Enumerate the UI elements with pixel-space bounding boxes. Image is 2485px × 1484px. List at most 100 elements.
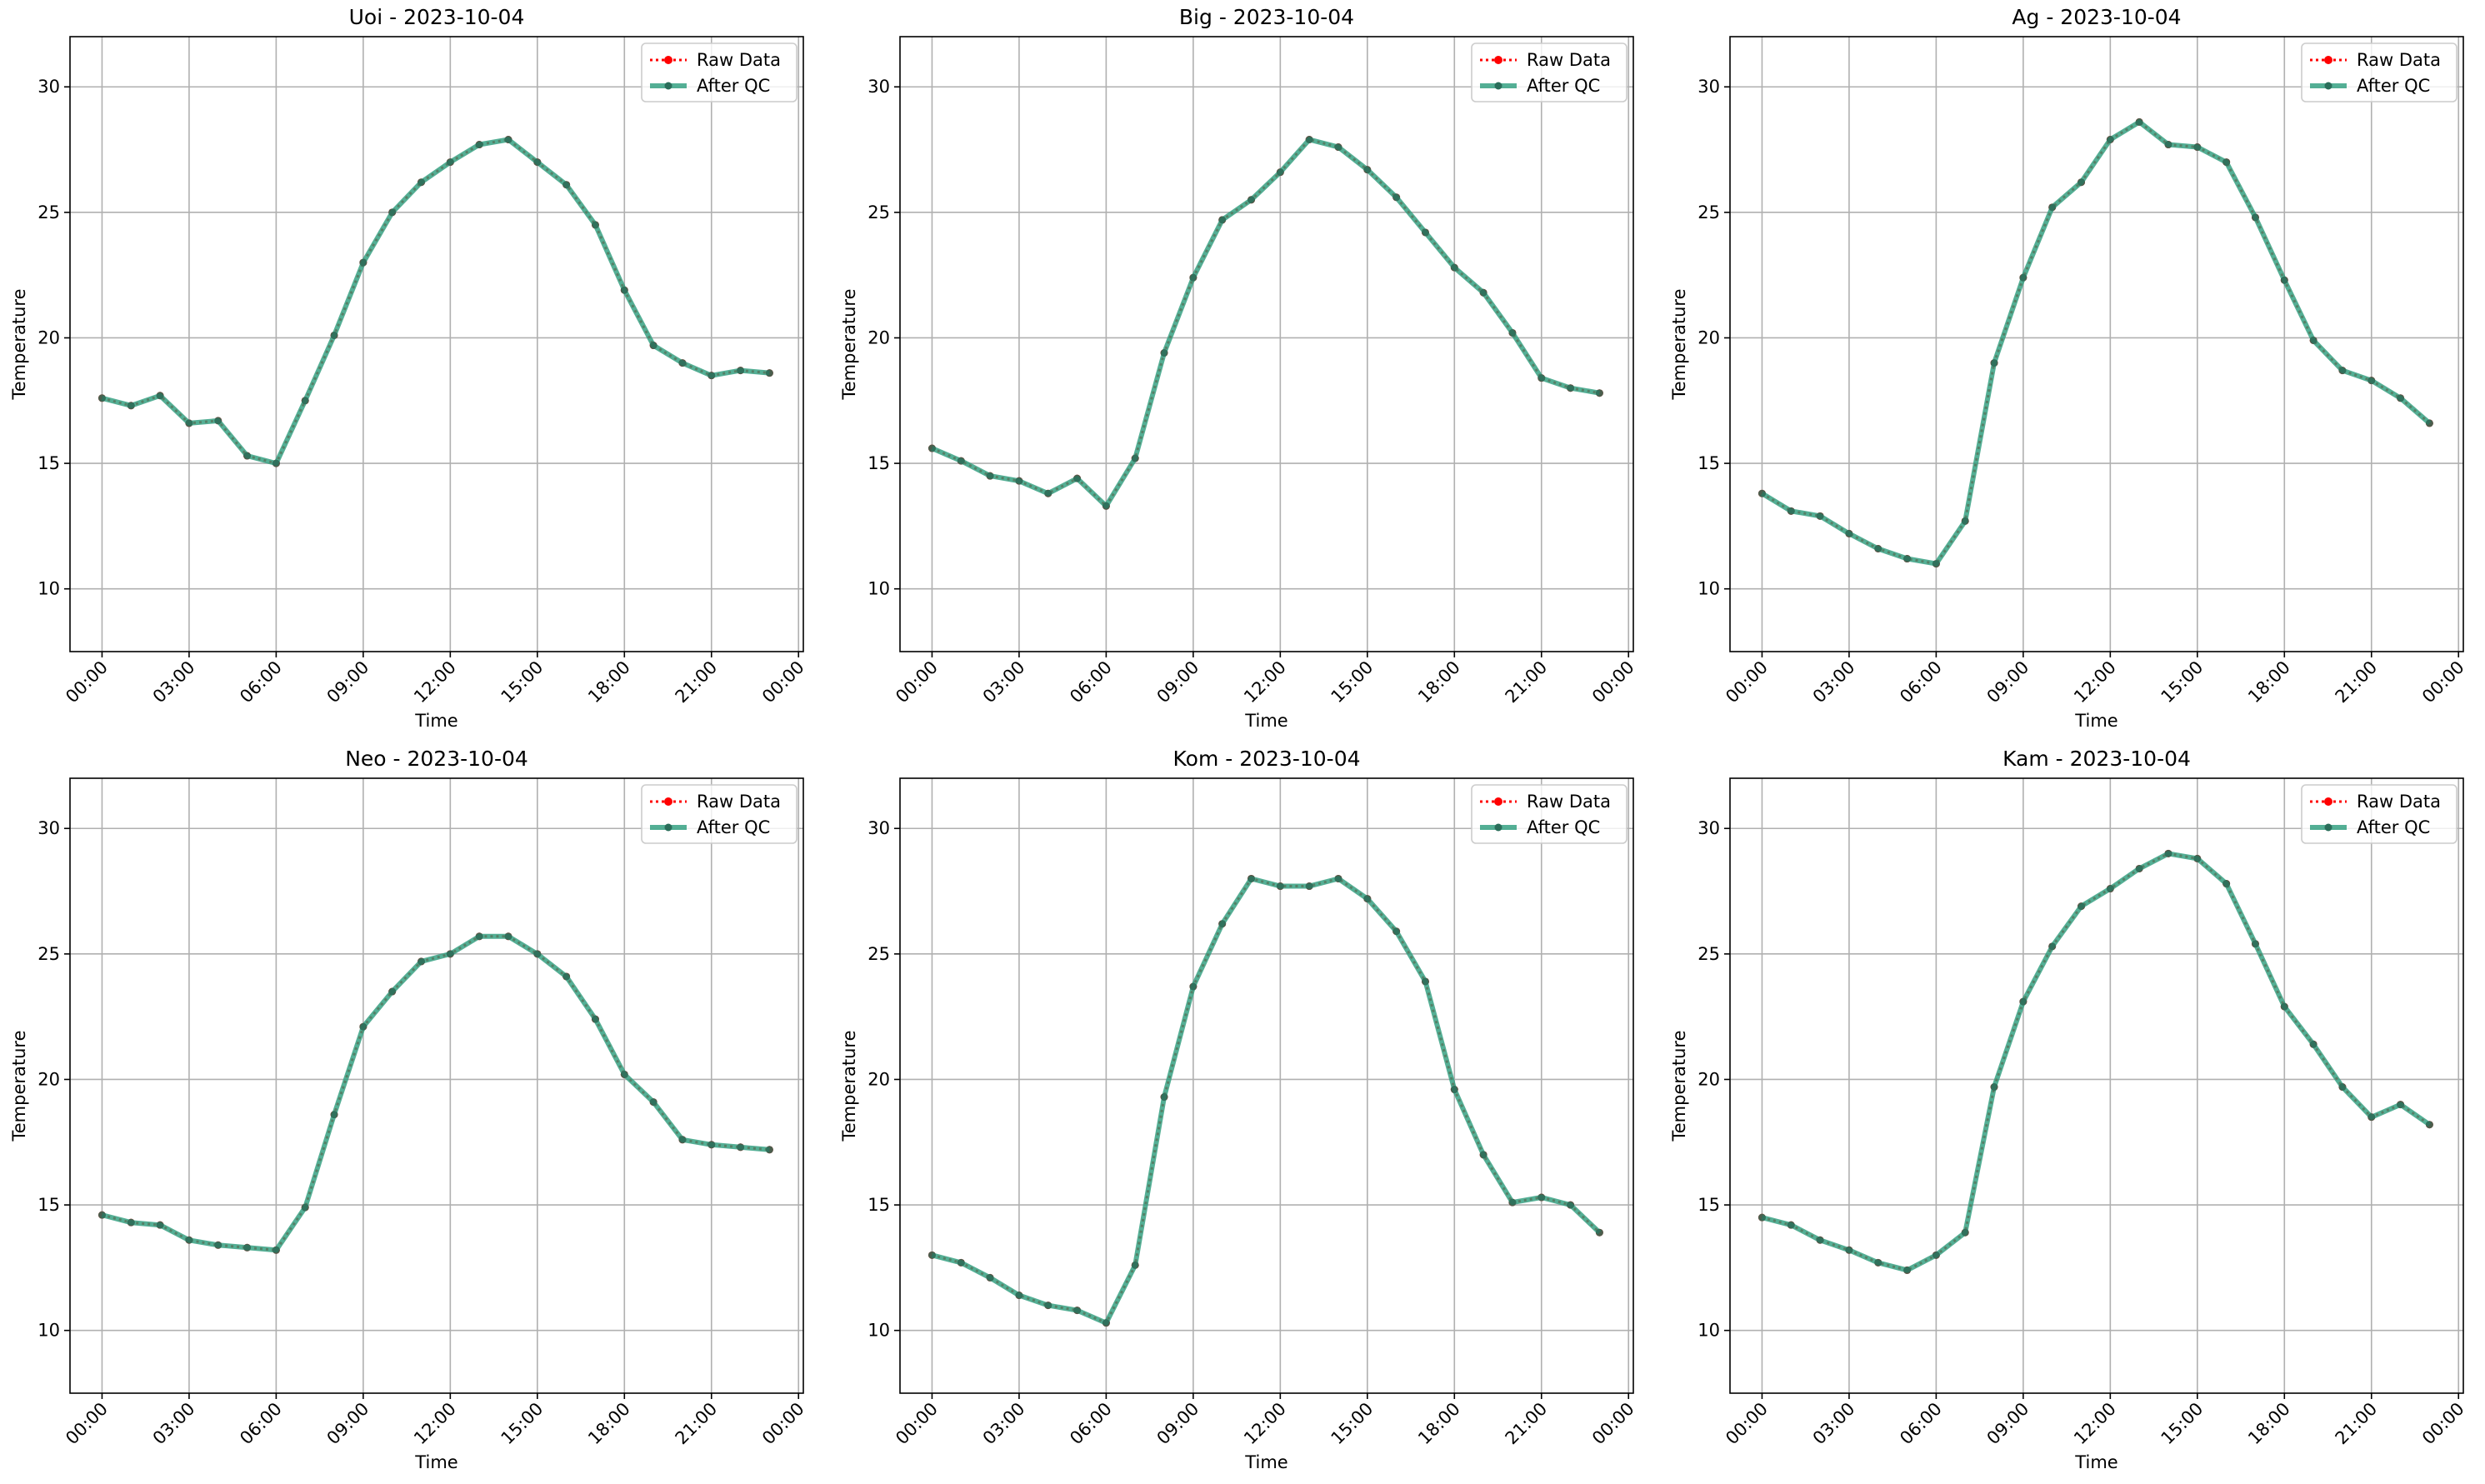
axes-frame bbox=[69, 777, 804, 1394]
data-point-qc bbox=[1479, 288, 1488, 297]
data-point-qc bbox=[98, 394, 106, 402]
data-point-qc bbox=[1479, 1151, 1488, 1159]
data-point-qc bbox=[1538, 1193, 1546, 1202]
data-point-qc bbox=[1903, 1266, 1912, 1274]
legend: Raw Data After QC bbox=[2301, 42, 2458, 102]
data-point-qc bbox=[272, 1246, 280, 1254]
axes-frame bbox=[1729, 777, 2464, 1394]
legend-label: Raw Data bbox=[697, 50, 781, 70]
data-point-qc bbox=[1160, 349, 1168, 357]
x-tick-label: 12:00 bbox=[1240, 1399, 1290, 1449]
x-tick-label: 15:00 bbox=[498, 657, 548, 707]
data-point-qc bbox=[2251, 213, 2259, 222]
legend: Raw Data After QC bbox=[1471, 784, 1628, 844]
data-point-qc bbox=[1508, 328, 1517, 337]
legend-marker-raw-data bbox=[1494, 56, 1502, 64]
x-tick-label: 15:00 bbox=[1328, 657, 1378, 707]
x-tick-label: 00:00 bbox=[758, 1399, 808, 1449]
y-axis-label: Temperature bbox=[1669, 1030, 1689, 1142]
data-point-qc bbox=[446, 950, 454, 958]
y-tick-label: 10 bbox=[868, 579, 890, 599]
x-tick-label: 21:00 bbox=[2332, 1399, 2382, 1449]
x-tick-label: 21:00 bbox=[2332, 657, 2382, 707]
x-tick-label: 03:00 bbox=[1809, 657, 1859, 707]
x-tick-label: 12:00 bbox=[2070, 1399, 2120, 1449]
series-line-after-qc bbox=[931, 137, 1600, 509]
series-line-raw-data bbox=[932, 877, 1601, 1325]
x-axis-label: Time bbox=[414, 1452, 458, 1472]
x-tick-label: 06:00 bbox=[236, 1399, 286, 1449]
x-tick-label: 12:00 bbox=[2070, 657, 2120, 707]
data-point-qc bbox=[2222, 158, 2231, 167]
data-point-qc bbox=[1932, 560, 1940, 568]
data-point-qc bbox=[986, 1273, 994, 1282]
x-tick-label: 12:00 bbox=[410, 657, 460, 707]
y-tick-label: 15 bbox=[38, 453, 60, 473]
legend: Raw Data After QC bbox=[641, 42, 798, 102]
data-point-qc bbox=[214, 417, 222, 425]
x-tick-label: 06:00 bbox=[236, 657, 286, 707]
axes-frame bbox=[899, 777, 1634, 1394]
axes-frame bbox=[899, 36, 1634, 652]
data-point-qc bbox=[301, 397, 309, 405]
series-line-raw-data bbox=[931, 137, 1600, 508]
y-tick-label: 30 bbox=[1698, 818, 1720, 838]
legend-label: After QC bbox=[697, 76, 770, 96]
x-tick-label: 06:00 bbox=[1896, 657, 1946, 707]
y-tick-label: 30 bbox=[38, 818, 60, 838]
x-axis-label: Time bbox=[2074, 711, 2118, 731]
legend-label: Raw Data bbox=[1527, 792, 1611, 812]
data-point-qc bbox=[446, 158, 454, 167]
x-tick-label: 12:00 bbox=[410, 1399, 460, 1449]
x-tick-label: 15:00 bbox=[1328, 1399, 1378, 1449]
x-tick-label: 09:00 bbox=[323, 1399, 373, 1449]
legend-label: Raw Data bbox=[2357, 50, 2441, 70]
chart-title: Ag - 2023-10-04 bbox=[2012, 5, 2181, 29]
data-point-qc bbox=[1595, 1228, 1603, 1237]
legend-marker-after-qc bbox=[664, 823, 672, 832]
data-point-qc bbox=[388, 987, 397, 996]
data-point-qc bbox=[2078, 902, 2086, 911]
data-point-qc bbox=[620, 286, 628, 294]
data-point-qc bbox=[2222, 880, 2231, 888]
x-tick-label: 21:00 bbox=[1502, 1399, 1552, 1449]
data-point-qc bbox=[2397, 394, 2405, 402]
data-point-qc bbox=[2280, 1002, 2288, 1011]
legend-marker-after-qc bbox=[2324, 823, 2332, 832]
legend: Raw Data After QC bbox=[1471, 42, 1628, 102]
data-point-qc bbox=[475, 141, 483, 149]
x-tick-label: 09:00 bbox=[1153, 657, 1203, 707]
x-tick-label: 21:00 bbox=[672, 657, 722, 707]
chart-panel: 00:00 03:00 06:00 09:00 12:00 15:00 18:00 21:00… bbox=[1669, 5, 2468, 731]
legend-label: After QC bbox=[1527, 76, 1600, 96]
grid bbox=[1730, 778, 2463, 1393]
data-point-qc bbox=[2309, 1040, 2318, 1048]
y-tick-label: 20 bbox=[1698, 1069, 1720, 1089]
y-tick-label: 20 bbox=[868, 1069, 890, 1089]
chart-panel: 00:00 03:00 06:00 09:00 12:00 15:00 18:00 21:00… bbox=[1669, 747, 2468, 1472]
legend-marker-raw-data bbox=[1494, 797, 1502, 806]
y-tick-label: 15 bbox=[868, 453, 890, 473]
legend-marker-raw-data bbox=[2324, 56, 2332, 64]
x-tick-label: 18:00 bbox=[2244, 1399, 2294, 1449]
data-point-qc bbox=[678, 359, 687, 367]
y-axis-label: Temperature bbox=[9, 288, 29, 400]
y-tick-label: 30 bbox=[1698, 77, 1720, 97]
series-line-after-qc bbox=[101, 137, 770, 467]
legend-label: Raw Data bbox=[1527, 50, 1611, 70]
data-point-qc bbox=[388, 208, 397, 217]
data-point-qc bbox=[1276, 168, 1284, 177]
data-point-qc bbox=[504, 136, 512, 144]
data-point-qc bbox=[1932, 1251, 1940, 1259]
y-tick-label: 15 bbox=[868, 1195, 890, 1215]
y-tick-label: 30 bbox=[868, 77, 890, 97]
data-point-qc bbox=[1421, 977, 1429, 986]
data-point-qc bbox=[127, 402, 135, 410]
data-point-qc bbox=[1816, 512, 1824, 520]
data-point-qc bbox=[2193, 143, 2202, 152]
chart-title: Neo - 2023-10-04 bbox=[345, 747, 528, 771]
data-point-qc bbox=[1276, 882, 1284, 891]
y-tick-label: 30 bbox=[38, 77, 60, 97]
data-point-qc bbox=[2048, 942, 2057, 951]
data-point-qc bbox=[620, 1070, 628, 1078]
